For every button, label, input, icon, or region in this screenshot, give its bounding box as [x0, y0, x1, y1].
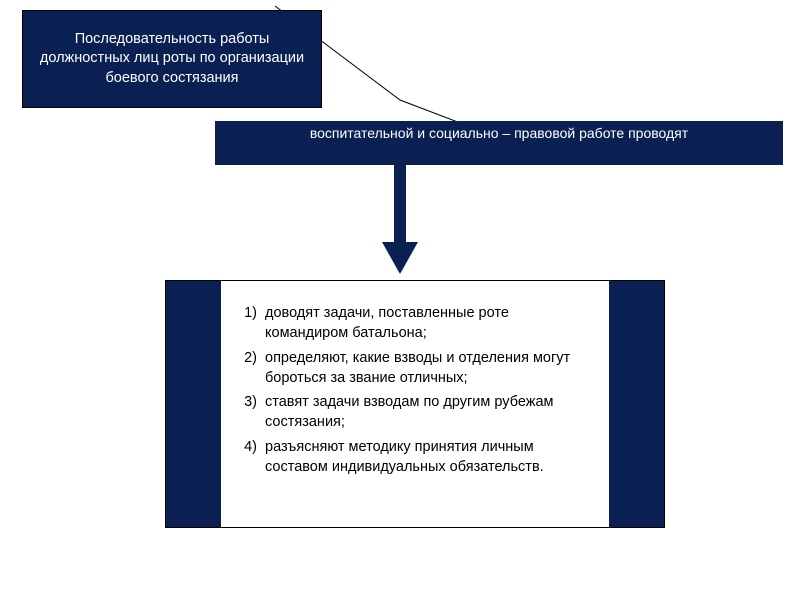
content-list: доводят задачи, поставленные роте команд… [231, 303, 595, 481]
header-bar: воспитательной и социально – правовой ра… [215, 121, 783, 165]
content-right-margin [609, 281, 664, 527]
list-item: разъясняют методику принятия личным сост… [259, 437, 595, 478]
list-item: определяют, какие взводы и отделения мог… [259, 348, 595, 389]
list-item: доводят задачи, поставленные роте команд… [259, 303, 595, 344]
list-item: ставят задачи взводам по другим рубежам … [259, 392, 595, 433]
header-bar-hidden-fragment: ан [223, 144, 775, 162]
content-center: доводят задачи, поставленные роте команд… [221, 281, 609, 527]
content-left-margin [166, 281, 221, 527]
header-bar-text: воспитательной и социально – правовой ра… [310, 125, 688, 141]
title-text: Последовательность работы должностных ли… [39, 30, 305, 89]
title-box: Последовательность работы должностных ли… [22, 10, 322, 108]
content-box: доводят задачи, поставленные роте команд… [165, 280, 665, 528]
down-arrow-icon [370, 160, 430, 280]
